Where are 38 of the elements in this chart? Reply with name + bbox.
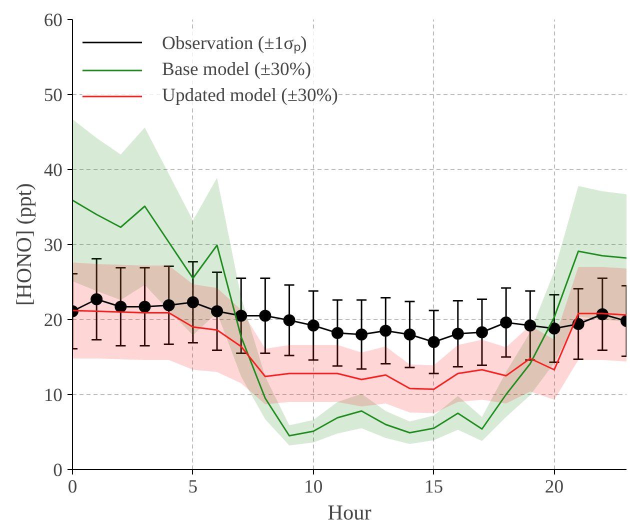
point [476, 326, 488, 338]
legend-label: Base model (±30%) [162, 59, 312, 81]
x-tick-label: 20 [544, 476, 564, 498]
point [259, 310, 272, 322]
y-tick-label: 0 [53, 460, 62, 481]
x-tick-label: 0 [68, 476, 78, 498]
point [211, 305, 224, 318]
point [500, 316, 512, 328]
y-tick-label: 50 [44, 85, 62, 106]
point [331, 327, 344, 339]
point [548, 322, 560, 334]
x-axis-title: Hour [328, 500, 372, 524]
line-series [72, 200, 626, 436]
point [186, 296, 199, 308]
y-tick-label: 10 [44, 385, 62, 406]
point [428, 336, 440, 348]
legend-label: Observation (±1σₚ) [162, 32, 307, 55]
legend-label: Updated model (±30%) [162, 85, 338, 107]
y-tick-label: 20 [44, 310, 62, 331]
point [380, 324, 392, 337]
y-tick-label: 40 [44, 160, 62, 181]
point [307, 320, 320, 332]
point [524, 320, 536, 332]
point [235, 310, 248, 322]
y-axis-title: [HONO] (ppt) [12, 183, 36, 306]
x-tick-label: 5 [188, 476, 198, 498]
point [90, 293, 103, 306]
point [356, 328, 368, 340]
point [283, 314, 296, 326]
point [452, 328, 464, 340]
point [162, 299, 175, 312]
point [138, 300, 151, 313]
x-tick-label: 15 [424, 476, 444, 498]
y-tick-label: 60 [44, 10, 62, 31]
point [404, 328, 416, 340]
x-tick-label: 10 [304, 476, 323, 498]
point [114, 300, 127, 313]
y-tick-label: 30 [44, 235, 62, 256]
